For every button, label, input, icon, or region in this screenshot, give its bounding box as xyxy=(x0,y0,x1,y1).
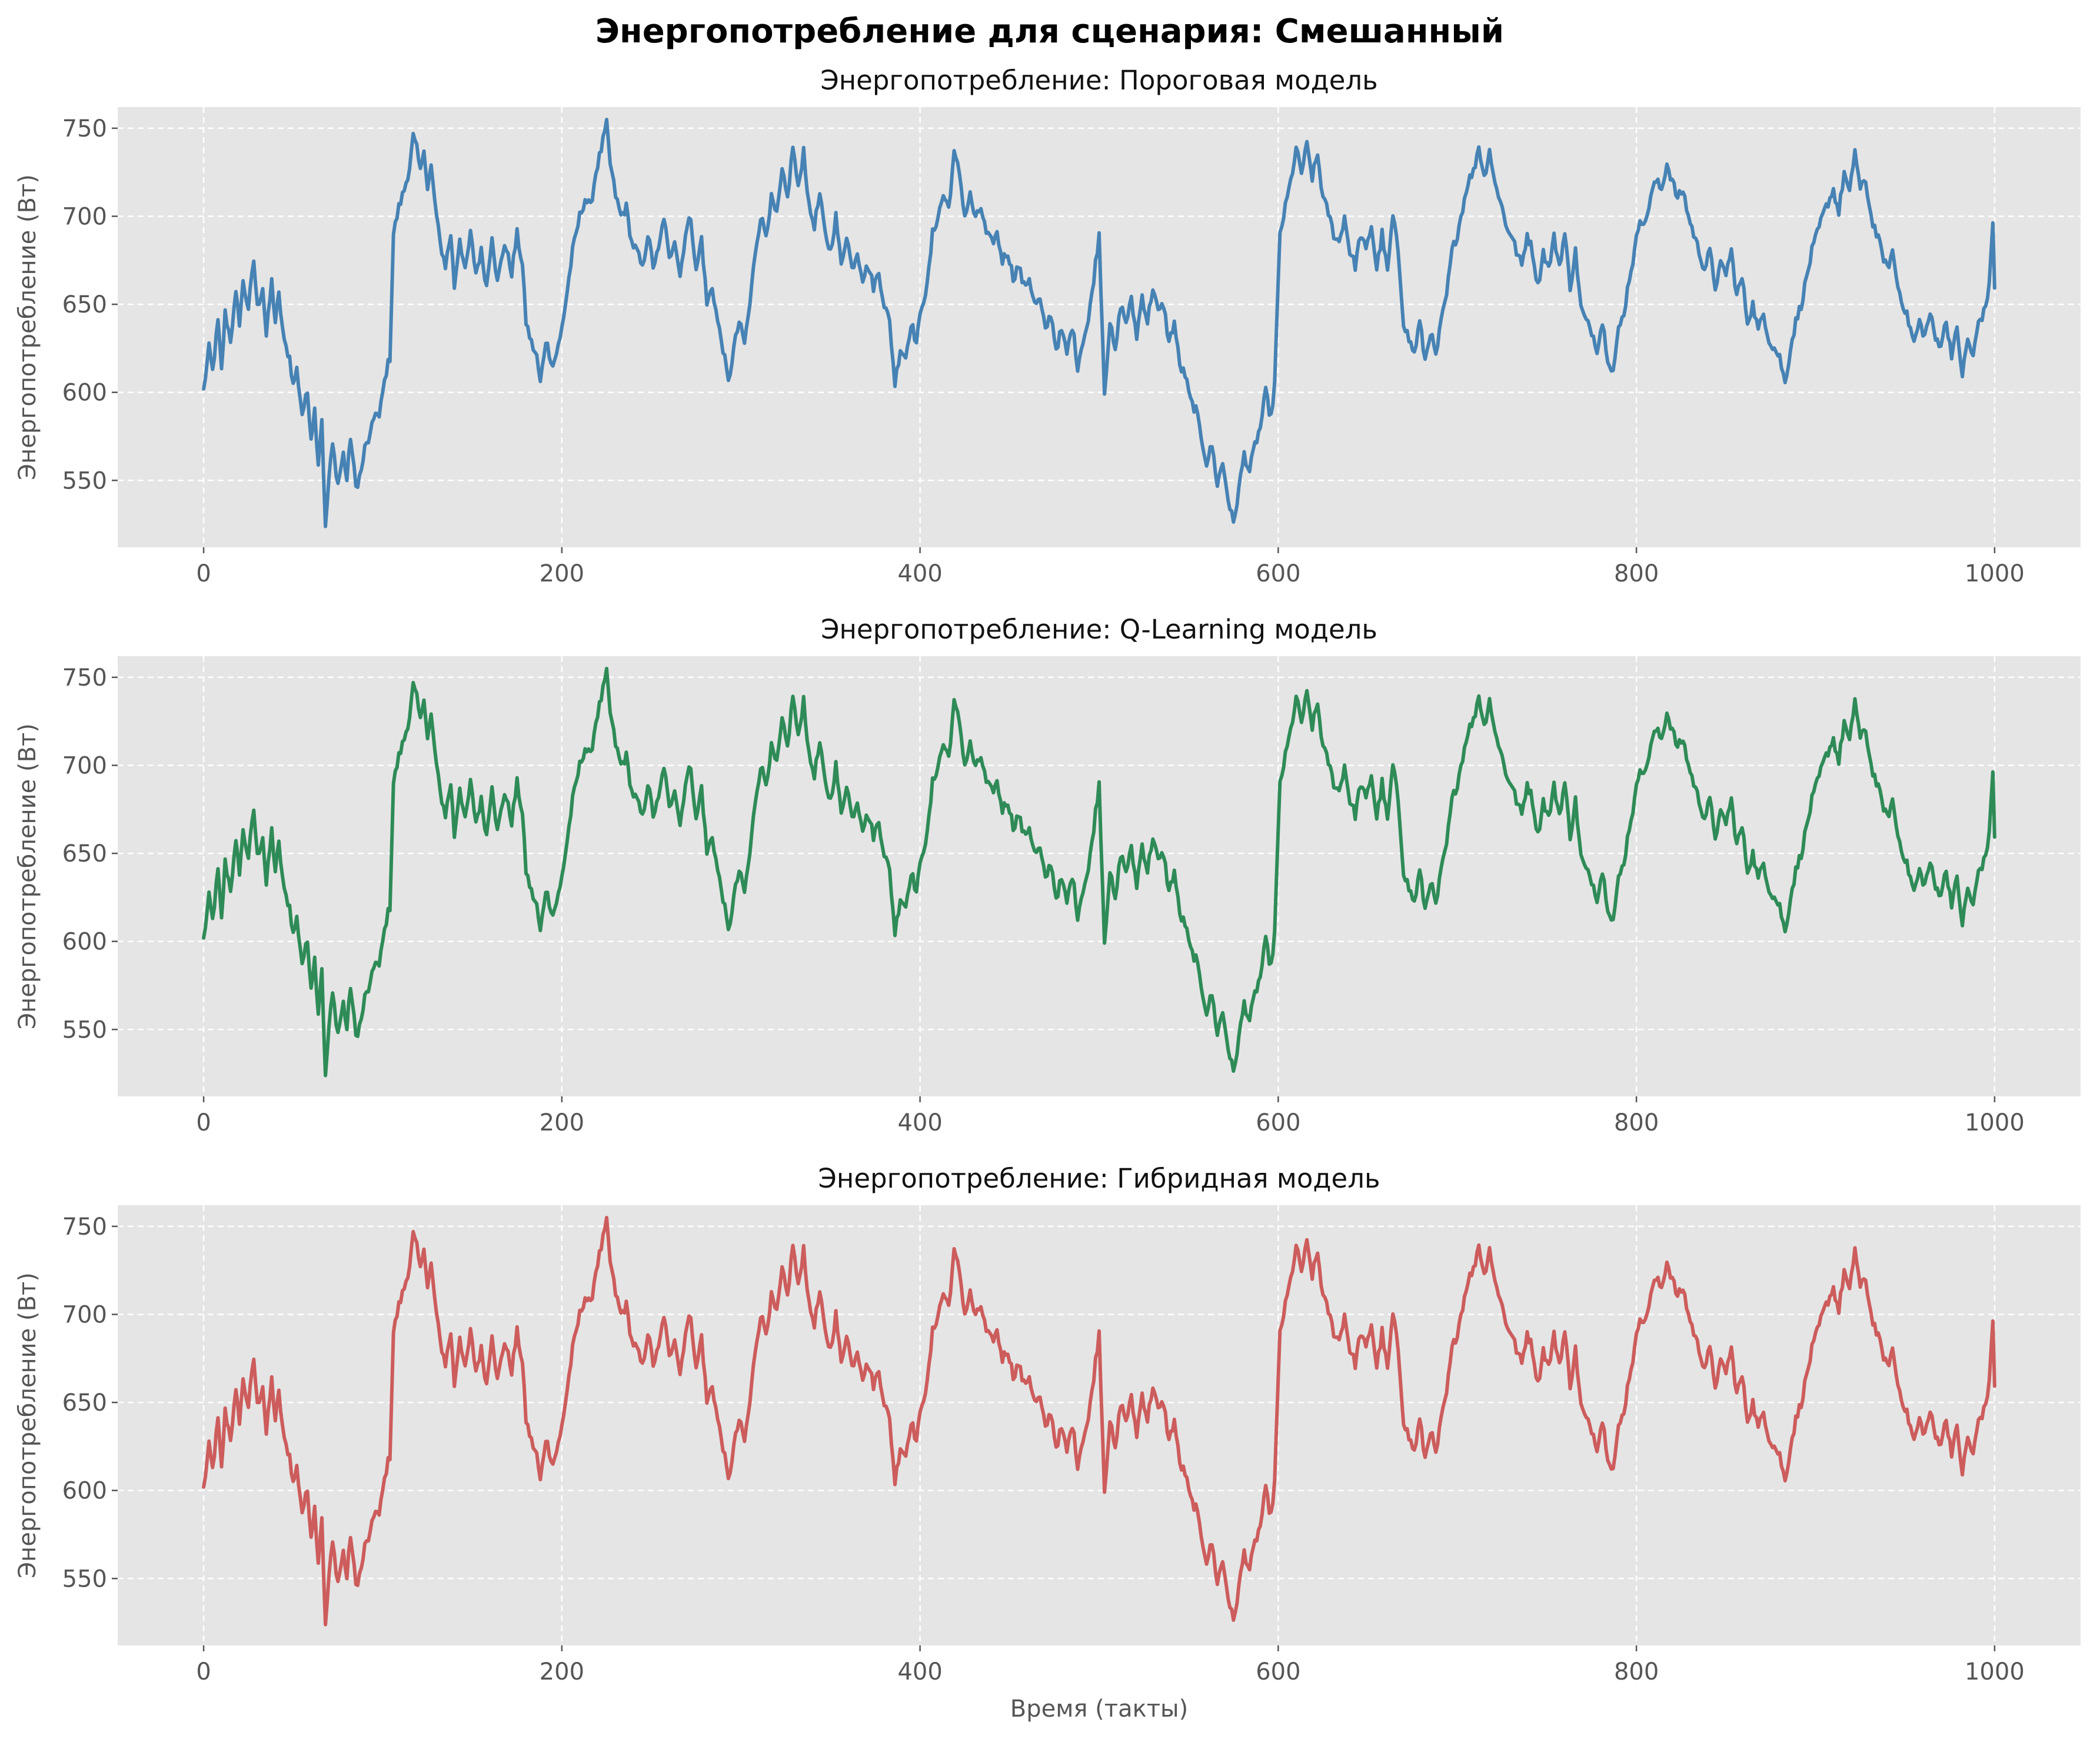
y-tick-label-hybrid-2: 650 xyxy=(62,1389,107,1417)
x-tick-label-qlearning-2: 400 xyxy=(897,1109,942,1136)
series-line-qlearning xyxy=(202,667,1996,1078)
x-tick-label-threshold-1: 200 xyxy=(540,560,584,587)
y-tick-label-threshold-0: 550 xyxy=(62,467,107,494)
plot-area-threshold xyxy=(118,107,2081,547)
ylabel-threshold: Энергопотребление (Вт) xyxy=(14,174,41,480)
panel-title-hybrid: Энергопотребление: Гибридная модель xyxy=(818,1163,1380,1194)
y-tick-label-qlearning-3: 700 xyxy=(62,753,107,780)
series-line-hybrid xyxy=(202,1216,1996,1627)
x-tick-label-threshold-0: 0 xyxy=(196,560,211,587)
y-tick-label-qlearning-0: 550 xyxy=(62,1016,107,1043)
y-tick-label-hybrid-0: 550 xyxy=(62,1565,107,1592)
y-tick-label-qlearning-2: 650 xyxy=(62,840,107,867)
x-tick-label-qlearning-0: 0 xyxy=(196,1109,211,1136)
y-tick-label-threshold-1: 600 xyxy=(62,380,107,407)
plot-area-hybrid xyxy=(118,1205,2081,1645)
y-tick-label-threshold-4: 750 xyxy=(62,115,107,142)
x-tick-label-qlearning-5: 1000 xyxy=(1965,1109,2025,1136)
x-tick-label-qlearning-1: 200 xyxy=(540,1109,584,1136)
xlabel: Время (такты) xyxy=(1010,1695,1188,1723)
panel-hybrid: Энергопотребление: Гибридная модель 0 200… xyxy=(14,1163,2081,1685)
x-tick-label-hybrid-3: 600 xyxy=(1256,1658,1300,1685)
y-tick-label-qlearning-1: 600 xyxy=(62,929,107,956)
y-tick-label-threshold-3: 700 xyxy=(62,204,107,231)
panel-threshold: Энергопотребление: Пороговая модель 0 200… xyxy=(14,65,2081,587)
figure-suptitle: Энергопотребление для сценария: Смешанны… xyxy=(595,12,1504,51)
y-tick-label-hybrid-1: 600 xyxy=(62,1478,107,1505)
x-tick-label-threshold-3: 600 xyxy=(1256,560,1300,587)
panel-title-threshold: Энергопотребление: Пороговая модель xyxy=(820,65,1377,96)
x-tick-label-threshold-4: 800 xyxy=(1614,560,1659,587)
y-tick-label-hybrid-3: 700 xyxy=(62,1302,107,1329)
ylabel-qlearning: Энергопотребление (Вт) xyxy=(14,723,41,1029)
panel-title-qlearning: Энергопотребление: Q-Learning модель xyxy=(821,614,1377,645)
ylabel-hybrid: Энергопотребление (Вт) xyxy=(14,1272,41,1578)
x-tick-label-hybrid-2: 400 xyxy=(897,1658,942,1685)
x-tick-label-hybrid-0: 0 xyxy=(196,1658,211,1685)
panel-qlearning: Энергопотребление: Q-Learning модель 0 20… xyxy=(14,614,2081,1136)
plot-area-qlearning xyxy=(118,656,2081,1096)
y-tick-label-threshold-2: 650 xyxy=(62,291,107,318)
y-tick-label-qlearning-4: 750 xyxy=(62,664,107,691)
x-tick-label-hybrid-5: 1000 xyxy=(1965,1658,2025,1685)
x-tick-label-threshold-2: 400 xyxy=(897,560,942,587)
x-tick-label-hybrid-4: 800 xyxy=(1614,1658,1659,1685)
x-tick-label-qlearning-4: 800 xyxy=(1614,1109,1659,1136)
x-tick-label-qlearning-3: 600 xyxy=(1256,1109,1300,1136)
series-line-threshold xyxy=(202,118,1996,528)
x-tick-label-threshold-5: 1000 xyxy=(1965,560,2025,587)
y-tick-label-hybrid-4: 750 xyxy=(62,1213,107,1241)
x-tick-label-hybrid-1: 200 xyxy=(540,1658,584,1685)
